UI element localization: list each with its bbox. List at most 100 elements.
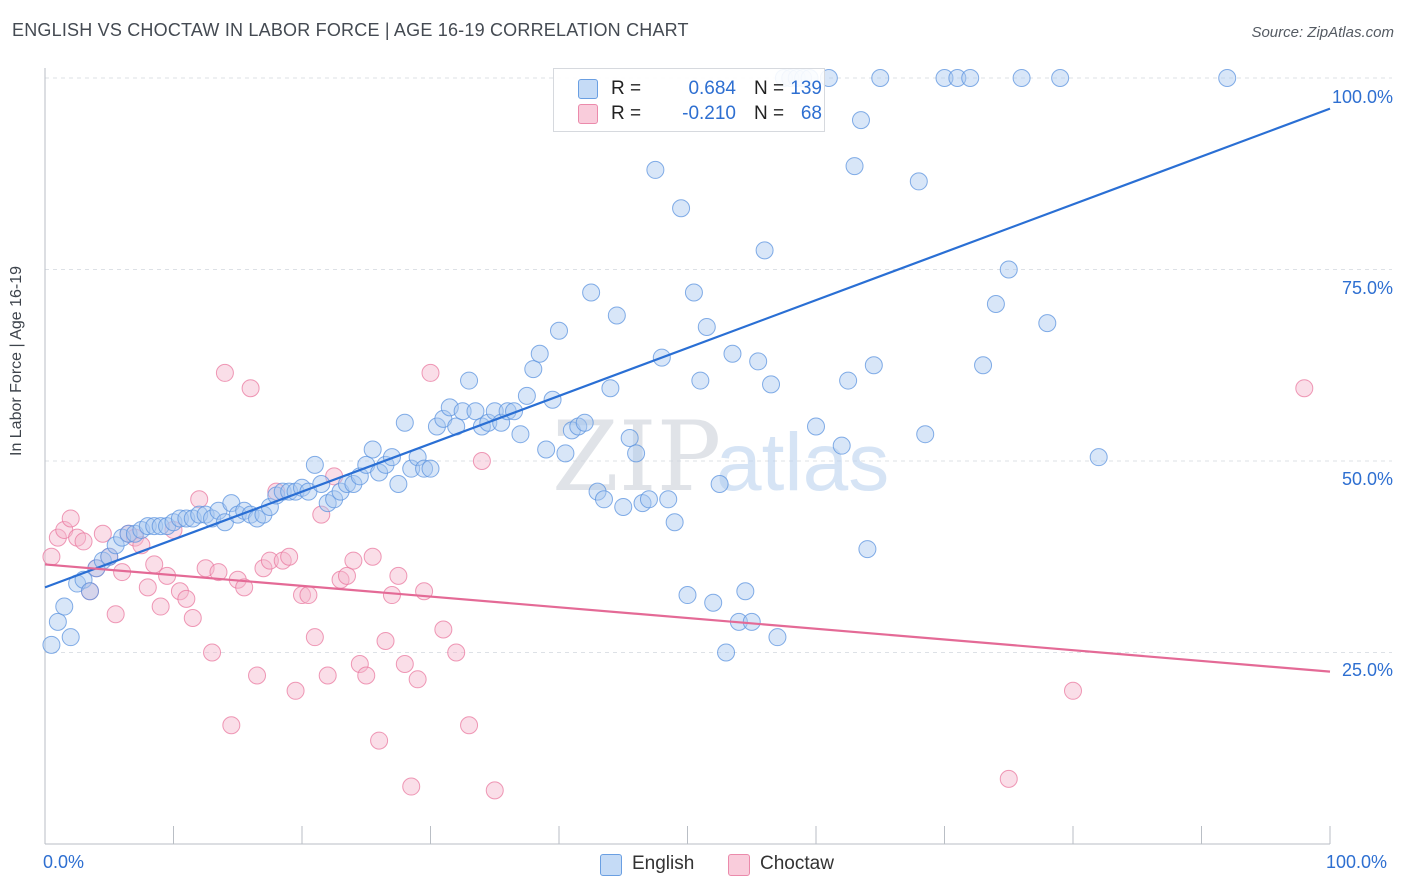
point-english bbox=[974, 356, 993, 375]
point-english bbox=[466, 402, 485, 421]
point-choctaw bbox=[203, 643, 222, 662]
point-english bbox=[839, 371, 858, 390]
point-english bbox=[415, 459, 434, 478]
legend-r-label: R = bbox=[611, 78, 642, 99]
point-english bbox=[845, 157, 864, 176]
point-english bbox=[832, 436, 851, 455]
point-choctaw bbox=[235, 578, 254, 597]
point-english bbox=[672, 199, 691, 218]
point-choctaw bbox=[48, 528, 67, 547]
point-english bbox=[736, 582, 755, 601]
point-choctaw bbox=[260, 551, 279, 570]
point-choctaw bbox=[485, 781, 504, 800]
point-english bbox=[762, 375, 781, 394]
legend-r-label: R = bbox=[611, 103, 642, 124]
point-english bbox=[80, 582, 99, 601]
point-english bbox=[717, 643, 736, 662]
legend-n-value: 68 bbox=[800, 103, 822, 124]
point-english bbox=[620, 429, 639, 448]
point-choctaw bbox=[344, 551, 363, 570]
point-choctaw bbox=[280, 547, 299, 566]
axes bbox=[44, 68, 1331, 845]
point-english bbox=[986, 294, 1005, 313]
legend-n-value: 139 bbox=[790, 78, 822, 99]
trend-line-choctaw bbox=[44, 563, 1331, 673]
point-english bbox=[427, 417, 446, 436]
point-english bbox=[402, 459, 421, 478]
series-choctaw-points bbox=[42, 363, 1314, 800]
point-english bbox=[639, 490, 658, 509]
point-english bbox=[659, 490, 678, 509]
point-choctaw bbox=[93, 524, 112, 543]
point-english bbox=[389, 474, 408, 493]
point-choctaw bbox=[318, 666, 337, 685]
point-english bbox=[749, 352, 768, 371]
point-choctaw bbox=[106, 605, 125, 624]
point-english bbox=[145, 517, 164, 536]
point-choctaw bbox=[376, 632, 395, 651]
source-label: Source: ZipAtlas.com bbox=[1251, 24, 1394, 41]
legend-r-value: 0.684 bbox=[688, 78, 736, 99]
point-choctaw bbox=[215, 363, 234, 382]
bottom-legend-label-choctaw: Choctaw bbox=[760, 853, 834, 874]
point-english bbox=[909, 172, 928, 191]
point-english bbox=[344, 474, 363, 493]
point-choctaw bbox=[74, 532, 93, 551]
point-english bbox=[594, 490, 613, 509]
point-english bbox=[710, 474, 729, 493]
bottom-legend-swatch-english bbox=[600, 854, 622, 876]
point-english bbox=[723, 344, 742, 363]
point-english bbox=[55, 597, 74, 616]
point-choctaw bbox=[337, 566, 356, 585]
point-english bbox=[42, 635, 61, 654]
point-english bbox=[704, 593, 723, 612]
point-english bbox=[363, 440, 382, 459]
x-tick-max: 100.0% bbox=[1326, 852, 1388, 872]
point-choctaw bbox=[151, 597, 170, 616]
point-choctaw bbox=[357, 666, 376, 685]
point-choctaw bbox=[254, 559, 273, 578]
point-english bbox=[627, 444, 646, 463]
point-english bbox=[1038, 314, 1057, 333]
point-english bbox=[684, 283, 703, 302]
point-english bbox=[61, 628, 80, 647]
point-english bbox=[665, 513, 684, 532]
point-choctaw bbox=[241, 379, 260, 398]
point-english bbox=[48, 612, 67, 631]
point-english bbox=[106, 536, 125, 555]
legend-swatch-english bbox=[578, 79, 598, 99]
point-choctaw bbox=[402, 777, 421, 796]
point-english bbox=[807, 417, 825, 436]
correlation-legend: R = 0.684 N = 139 R = -0.210 N = 68 bbox=[553, 68, 825, 132]
point-choctaw bbox=[382, 586, 401, 605]
point-english bbox=[607, 306, 626, 325]
point-english bbox=[138, 517, 157, 536]
point-choctaw bbox=[434, 620, 453, 639]
y-tick-50: 50.0% bbox=[1341, 469, 1393, 489]
point-english bbox=[517, 386, 536, 405]
point-choctaw bbox=[42, 547, 61, 566]
point-choctaw bbox=[183, 609, 202, 628]
point-english bbox=[325, 490, 344, 509]
point-choctaw bbox=[1064, 681, 1082, 700]
point-choctaw bbox=[177, 589, 196, 608]
watermark-zip: ZIP bbox=[552, 401, 721, 513]
point-english bbox=[543, 390, 562, 409]
point-english bbox=[588, 482, 607, 501]
point-english bbox=[1012, 69, 1031, 87]
bottom-legend-label-english: English bbox=[632, 853, 695, 874]
chart-title: ENGLISH VS CHOCTAW IN LABOR FORCE | AGE … bbox=[12, 20, 689, 40]
point-choctaw bbox=[286, 681, 305, 700]
trend-line-english bbox=[44, 107, 1331, 589]
point-choctaw bbox=[447, 643, 466, 662]
point-english bbox=[1089, 448, 1108, 467]
point-choctaw bbox=[389, 566, 408, 585]
point-english bbox=[170, 509, 189, 528]
series-english-points bbox=[42, 69, 1237, 662]
point-english bbox=[864, 356, 883, 375]
point-choctaw bbox=[1295, 379, 1314, 398]
point-choctaw bbox=[363, 547, 382, 566]
point-choctaw bbox=[138, 578, 157, 597]
point-english bbox=[601, 379, 620, 398]
